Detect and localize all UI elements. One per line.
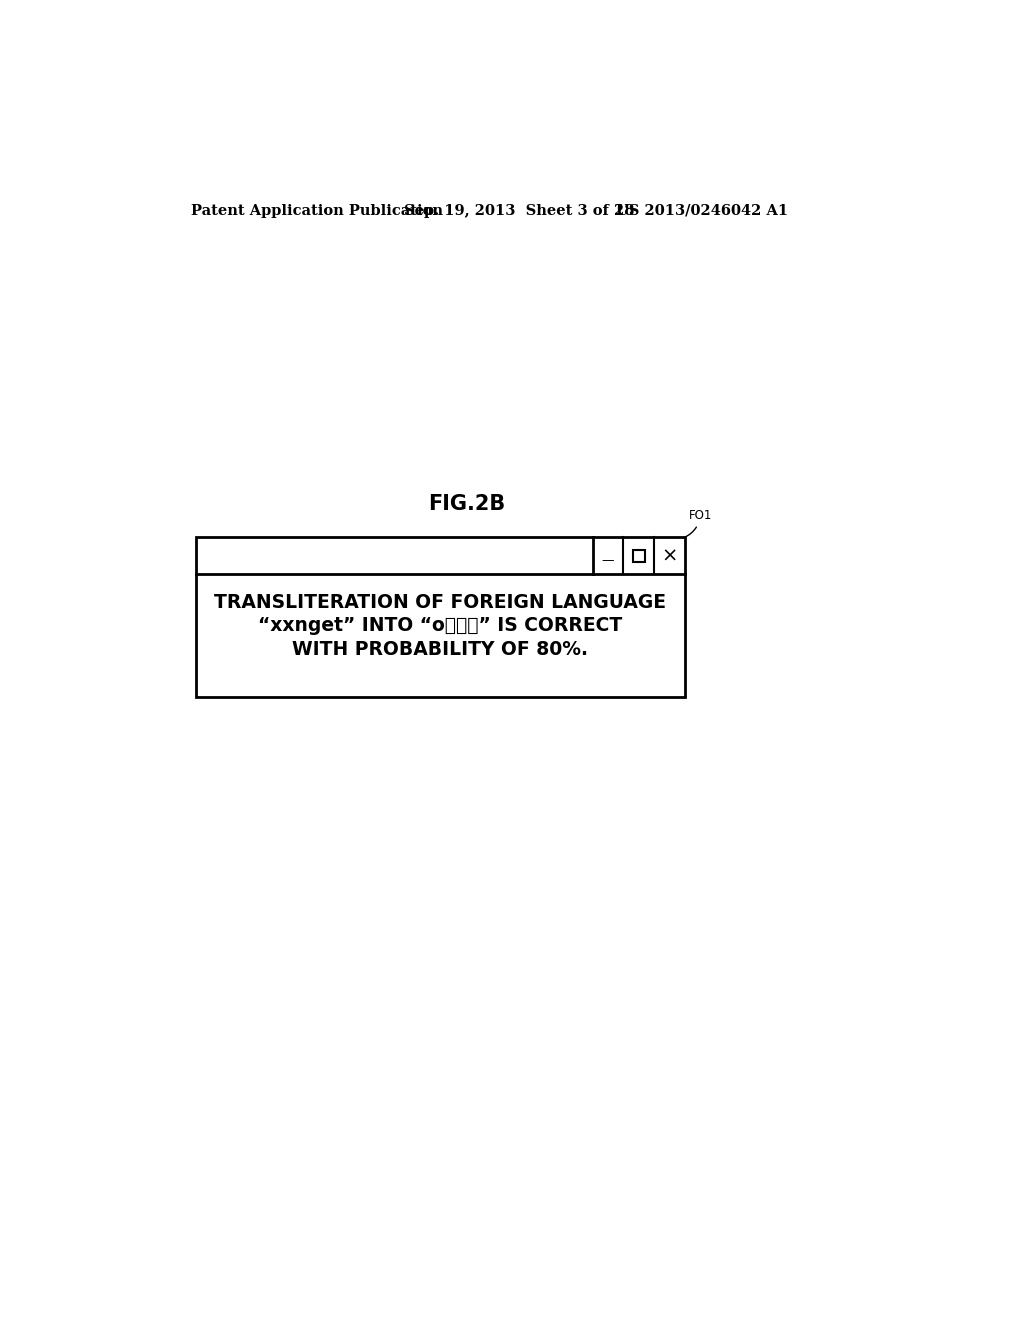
Text: ×: × [662,546,678,565]
Text: —: — [602,554,614,566]
Text: “xxnget” INTO “oンジエ” IS CORRECT: “xxnget” INTO “oンジエ” IS CORRECT [258,616,623,635]
Text: TRANSLITERATION OF FOREIGN LANGUAGE: TRANSLITERATION OF FOREIGN LANGUAGE [214,594,667,612]
Text: Sep. 19, 2013  Sheet 3 of 28: Sep. 19, 2013 Sheet 3 of 28 [403,203,634,218]
Text: Patent Application Publication: Patent Application Publication [190,203,442,218]
Text: US 2013/0246042 A1: US 2013/0246042 A1 [615,203,787,218]
Bar [196,537,685,697]
Bar [633,549,645,562]
Text: FO1: FO1 [684,508,712,537]
Text: FIG.2B: FIG.2B [428,494,506,515]
Text: WITH PROBABILITY OF 80%.: WITH PROBABILITY OF 80%. [293,640,589,659]
